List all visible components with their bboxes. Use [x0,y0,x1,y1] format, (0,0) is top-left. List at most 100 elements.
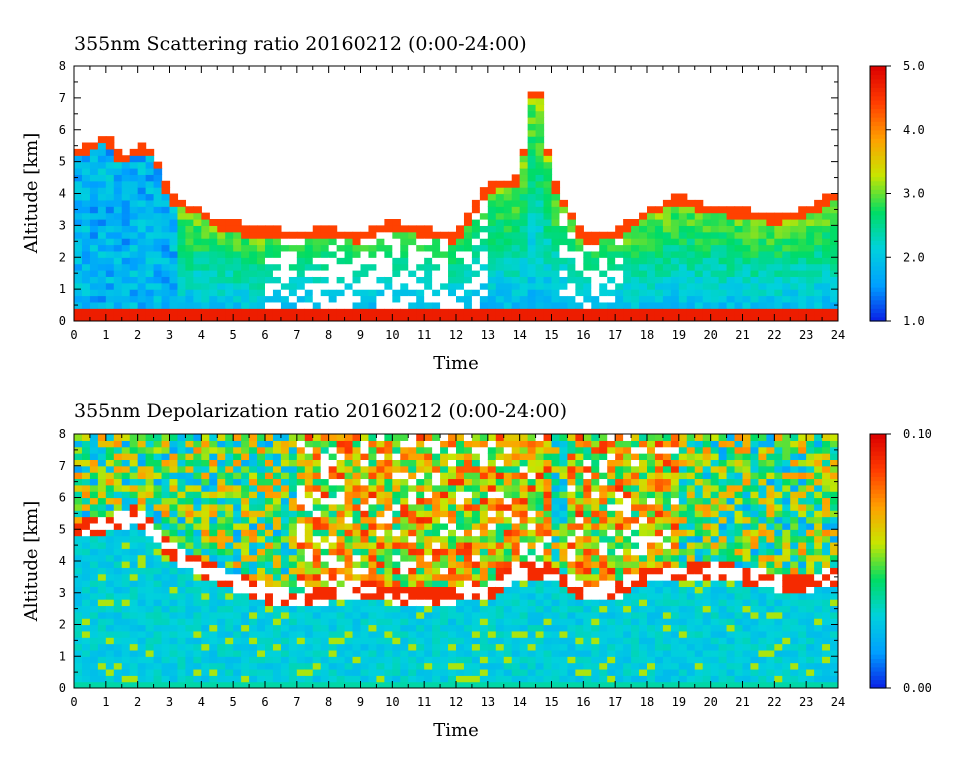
heatmap-cell [328,643,338,651]
y-tick-label: 4 [59,187,66,201]
heatmap-cell [654,516,664,524]
heatmap-cell [113,624,123,632]
heatmap-cell [137,250,147,258]
heatmap-cell [551,624,561,632]
heatmap-cell [503,434,513,441]
heatmap-cell [527,580,537,587]
heatmap-cell [288,270,298,277]
heatmap-cell [81,529,91,537]
heatmap-cell [615,453,624,460]
heatmap-cell [344,643,354,651]
heatmap-cell [296,270,306,277]
heatmap-cell [623,535,632,543]
heatmap-cell [352,573,362,581]
heatmap-cell [225,637,234,645]
heatmap-cell [121,250,131,258]
heatmap-cell [320,244,330,252]
heatmap-cell [583,580,592,587]
heatmap-cell [89,535,99,543]
heatmap-cell [265,465,274,473]
heatmap-cell [153,174,163,182]
heatmap-cell [97,599,107,607]
heatmap-cell [249,263,258,271]
heatmap-cell [647,510,656,518]
heatmap-cell [217,472,226,480]
heatmap-cell [543,238,553,246]
heatmap-cell [265,535,274,543]
heatmap-cell [662,199,672,207]
heatmap-cell [352,656,362,664]
heatmap-cell [320,567,330,575]
heatmap-cell [495,478,505,486]
heatmap-cell [74,174,83,182]
heatmap-cell [670,263,680,271]
heatmap-cell [487,465,497,473]
heatmap-cell [185,516,194,524]
heatmap-cell [535,668,545,676]
heatmap-cell [742,206,752,214]
heatmap-cell [113,478,123,486]
heatmap-cell [758,219,767,226]
heatmap-cell [686,238,696,246]
heatmap-cell [432,282,441,290]
heatmap-cell [296,510,306,518]
heatmap-cell [241,301,250,309]
heatmap-cell [503,497,513,505]
heatmap-cell [296,472,306,480]
heatmap-cell [97,440,107,448]
heatmap-cell [424,656,433,664]
heatmap-cell [81,522,91,530]
heatmap-cell [81,668,91,676]
heatmap-cell [121,244,131,252]
heatmap-cell [559,199,569,207]
heatmap-cell [137,155,147,163]
heatmap-cell [798,250,807,258]
heatmap-cell [424,446,433,454]
heatmap-cell [296,308,306,316]
heatmap-cell [89,624,99,632]
heatmap-cell [272,459,282,467]
heatmap-cell [408,270,417,277]
heatmap-cell [726,219,736,226]
heatmap-cell [432,440,441,448]
heatmap-cell [376,611,385,619]
heatmap-cell [599,276,608,284]
heatmap-cell [280,554,290,562]
heatmap-cell [448,510,457,518]
heatmap-cell [543,580,553,587]
heatmap-cell [678,282,688,290]
heatmap-cell [201,554,210,562]
heatmap-cell [272,573,282,581]
heatmap-cell [249,440,258,448]
heatmap-cell [233,567,242,575]
heatmap-cell [647,478,656,486]
heatmap-cell [360,503,370,511]
heatmap-cell [440,637,449,645]
heatmap-cell [551,472,561,480]
heatmap-cell [328,592,338,600]
heatmap-cell [145,148,155,156]
heatmap-cell [432,529,441,537]
heatmap-cell [153,301,163,309]
y-tick-label: 0 [59,314,66,328]
heatmap-cell [734,295,744,303]
heatmap-cell [177,206,187,214]
heatmap-cell [185,465,194,473]
heatmap-cell [113,522,123,530]
heatmap-cell [296,478,306,486]
heatmap-cell [97,244,107,252]
heatmap-cell [543,624,553,632]
heatmap-cell [456,314,465,321]
heatmap-cell [456,244,465,252]
heatmap-cell [583,503,592,511]
heatmap-cell [495,611,505,619]
heatmap-cell [296,301,306,309]
heatmap-cell [344,446,354,454]
heatmap-cell [567,250,576,258]
heatmap-cell [432,586,441,594]
heatmap-cell [463,503,473,511]
heatmap-cell [694,276,704,284]
heatmap-cell [328,516,338,524]
heatmap-cell [678,276,688,284]
heatmap-cell [551,618,561,626]
